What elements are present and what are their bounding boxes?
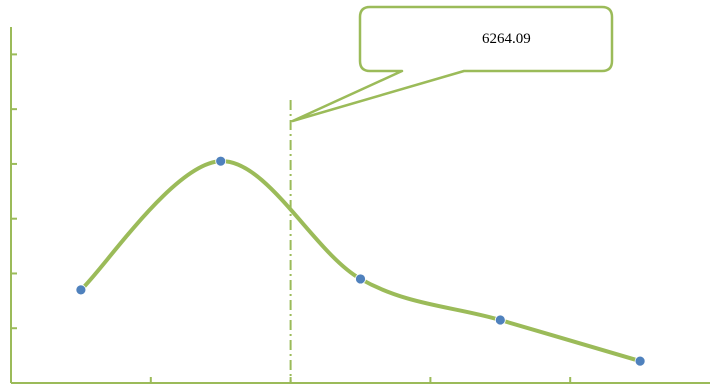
y-ticks bbox=[11, 53, 17, 330]
series-markers bbox=[75, 155, 646, 367]
annotation-callout: 6264.09 bbox=[291, 5, 614, 123]
data-point bbox=[75, 284, 87, 296]
series-line bbox=[78, 159, 643, 364]
callout-label: 6264.09 bbox=[482, 31, 531, 47]
data-point bbox=[355, 273, 366, 285]
callout-box bbox=[291, 5, 614, 123]
chart-axes bbox=[10, 27, 710, 384]
data-point bbox=[215, 155, 227, 167]
data-point bbox=[494, 314, 506, 326]
data-point bbox=[634, 355, 646, 367]
